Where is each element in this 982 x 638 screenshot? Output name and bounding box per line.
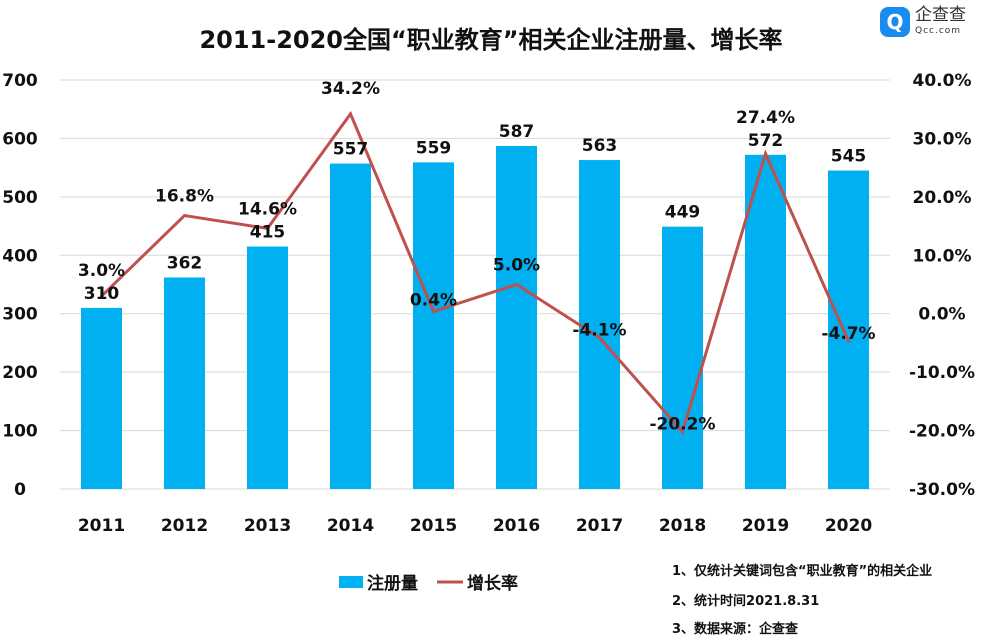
line-label: 3.0% (78, 261, 125, 281)
y-right-tick: -10.0% (909, 363, 975, 383)
x-tick: 2016 (493, 516, 540, 536)
bar-label: 557 (333, 140, 369, 160)
line-label: 0.4% (410, 290, 457, 310)
line-label: 5.0% (493, 256, 540, 276)
x-tick: 2017 (576, 516, 623, 536)
legend-bar-swatch (339, 576, 363, 588)
bar-label: 587 (499, 122, 535, 142)
line-point (349, 112, 352, 116)
y-left-tick: 700 (2, 71, 38, 91)
line-point (100, 294, 103, 298)
bar-label: 362 (167, 253, 203, 273)
x-tick: 2020 (825, 516, 872, 536)
footnote-3: 3、数据来源：企查查 (672, 622, 799, 637)
x-tick: 2014 (327, 516, 374, 536)
y-right-tick: -30.0% (909, 480, 975, 500)
growth-line (100, 110, 850, 435)
bar (496, 146, 537, 489)
footnote-2: 2、统计时间2021.8.31 (672, 594, 820, 609)
x-tick: 2011 (78, 516, 125, 536)
bar-label: 310 (84, 284, 120, 304)
y-right-tick: 20.0% (913, 188, 972, 208)
logo-cn: 企查查 (915, 5, 966, 25)
bar-label: 449 (665, 203, 701, 223)
line-point (432, 309, 435, 313)
line-label: 27.4% (736, 108, 795, 128)
bar (81, 307, 122, 489)
line-point (598, 336, 601, 340)
bar (413, 162, 454, 490)
chart-title: 2011-2020全国“职业教育”相关企业注册量、增长率 (199, 26, 782, 54)
footnote-1: 1、仅统计关键词包含“职业教育”的相关企业 (672, 564, 933, 579)
y-right-tick: 0.0% (918, 305, 965, 325)
bar (579, 160, 620, 489)
bar-label: 545 (831, 147, 867, 167)
legend-bar-label: 注册量 (367, 573, 418, 594)
y-left-tick: 100 (2, 422, 38, 442)
y-left-tick: 400 (2, 246, 38, 266)
y-right-tick: -20.0% (909, 422, 975, 442)
y-left-tick: 500 (2, 188, 38, 208)
y-right-tick: 30.0% (913, 129, 972, 149)
bar (164, 277, 205, 489)
line-label: -20.2% (649, 415, 715, 435)
y-right-tick: 10.0% (913, 246, 972, 266)
y-left-tick: 600 (2, 129, 38, 149)
x-tick: 2018 (659, 516, 706, 536)
bar (828, 170, 869, 490)
line-label: -4.1% (572, 321, 626, 341)
x-tick: 2019 (742, 516, 789, 536)
line-label: 34.2% (321, 79, 380, 99)
legend-line-label: 增长率 (467, 573, 518, 594)
bar-label: 559 (416, 138, 452, 158)
bar (247, 246, 288, 489)
bar (330, 163, 371, 489)
logo-en: Qcc.com (915, 26, 962, 36)
line-label: 14.6% (238, 199, 297, 219)
logo-icon: Q (880, 7, 910, 37)
line-label: -4.7% (821, 324, 875, 344)
bar-label: 572 (748, 131, 784, 151)
x-tick: 2015 (410, 516, 457, 536)
y-left-tick: 0 (14, 480, 26, 500)
line-point (183, 214, 186, 218)
y-right-tick: 40.0% (913, 71, 972, 91)
qcc-logo: Q 企查查 Qcc.com (880, 6, 966, 38)
bar (745, 154, 786, 489)
bar (662, 226, 703, 490)
line-point (681, 430, 684, 434)
line-point (764, 152, 767, 156)
line-point (847, 339, 850, 343)
bar-label: 563 (582, 136, 618, 156)
line-point (266, 226, 269, 230)
x-tick: 2012 (161, 516, 208, 536)
line-label: 16.8% (155, 187, 214, 207)
line-point (515, 283, 518, 286)
y-left-tick: 300 (2, 305, 38, 325)
bar-label: 415 (250, 223, 286, 243)
y-left-tick: 200 (2, 363, 38, 383)
x-tick: 2013 (244, 516, 291, 536)
